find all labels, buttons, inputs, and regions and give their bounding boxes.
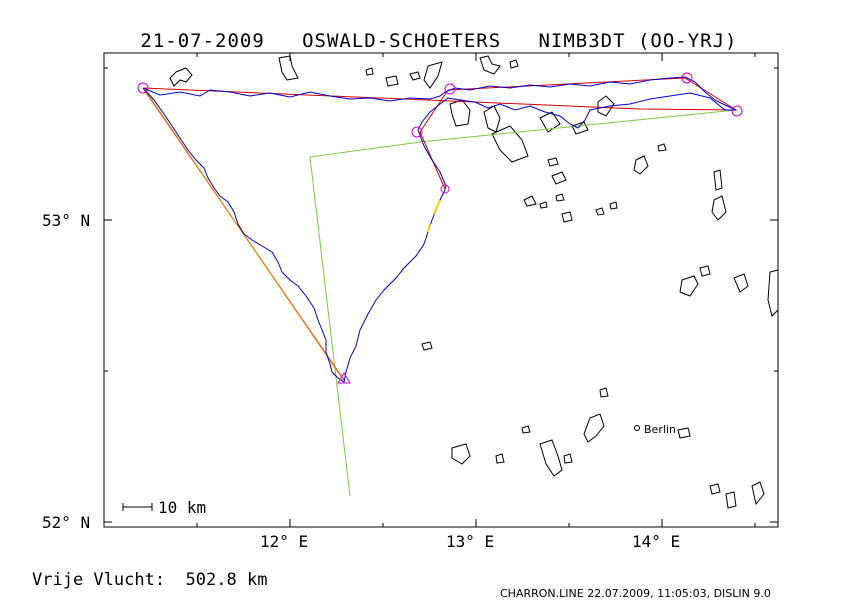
distance-summary: Vrije Vlucht: 502.8 km [32, 570, 267, 590]
scale-bar [122, 503, 153, 511]
glider-id: NIMB3DT (OO-YRJ) [538, 30, 738, 52]
turnpoint-marker [731, 105, 743, 117]
turnpoint-marker [681, 72, 693, 84]
y-tick-53n: 53° N [42, 211, 90, 230]
x-tick-14e: 14° E [632, 532, 680, 551]
pilot-name: OSWALD-SCHOETERS [302, 30, 502, 52]
turnpoint-marker [444, 83, 456, 95]
distance-value: 502.8 km [185, 570, 268, 590]
city-marker [634, 425, 640, 431]
plot-frame [103, 52, 779, 528]
credits: CHARRON.LINE 22.07.2009, 11:05:03, DISLI… [500, 587, 771, 600]
x-tick-13e: 13° E [446, 532, 494, 551]
city-label: Berlin [644, 423, 676, 436]
map-title: 21-07-2009 OSWALD-SCHOETERS NIMB3DT (OO-… [0, 8, 853, 52]
tick-marks [104, 53, 778, 527]
distance-label: Vrije Vlucht: [32, 570, 166, 590]
scale-bar-label: 10 km [158, 498, 206, 517]
gps-track [142, 76, 737, 383]
turnpoint-marker [440, 184, 450, 194]
leg-lines [309, 109, 737, 497]
task-lines [142, 77, 738, 381]
y-tick-52n: 52° N [42, 513, 90, 532]
lake-outlines [169, 55, 779, 509]
turnpoint-marker [137, 82, 149, 94]
start-finish-marker [337, 372, 351, 384]
turnpoints [137, 72, 743, 384]
x-tick-12e: 12° E [260, 532, 308, 551]
turnpoint-marker [411, 126, 423, 138]
flight-date: 21-07-2009 [140, 30, 265, 52]
track-highlight [427, 199, 441, 233]
